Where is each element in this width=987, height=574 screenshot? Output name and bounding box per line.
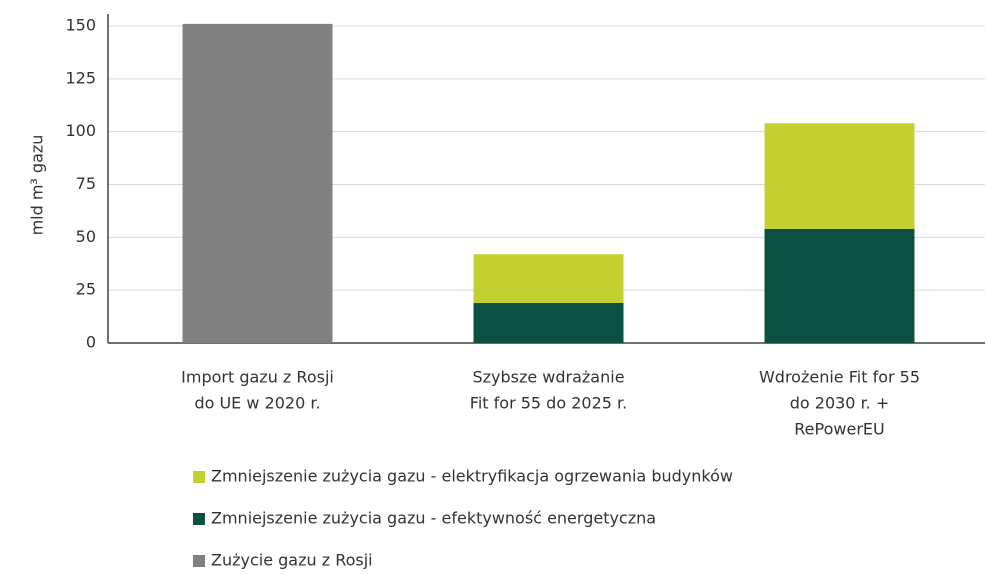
legend-swatch (193, 513, 205, 525)
y-tick-label: 0 (86, 333, 96, 352)
bar-segment (473, 302, 624, 343)
legend-label: Zmniejszenie zużycia gazu - efektywność … (211, 509, 656, 528)
x-tick-label: do UE w 2020 r. (194, 394, 320, 413)
y-tick-label: 50 (76, 227, 96, 246)
bar-segment (764, 228, 915, 343)
x-tick-label: RePowerEU (794, 420, 884, 439)
y-axis-label: mld m³ gazu (28, 135, 47, 236)
y-tick-label: 100 (65, 121, 96, 140)
x-tick-label: Szybsze wdrażanie (472, 368, 624, 387)
legend-label: Zużycie gazu z Rosji (211, 551, 373, 570)
bar-segment (473, 254, 624, 303)
bar-segment (182, 23, 333, 344)
legend-swatch (193, 471, 205, 483)
x-tick-label: Wdrożenie Fit for 55 (759, 368, 920, 387)
x-tick-label: Fit for 55 do 2025 r. (470, 394, 627, 413)
legend-swatch (193, 555, 205, 567)
legend-label: Zmniejszenie zużycia gazu - elektryfikac… (211, 467, 733, 486)
y-tick-label: 150 (65, 16, 96, 35)
x-tick-label: do 2030 r. + (790, 394, 890, 413)
bar-segment (764, 123, 915, 229)
y-tick-label: 25 (76, 280, 96, 299)
x-tick-label: Import gazu z Rosji (181, 368, 334, 387)
y-tick-label: 75 (76, 174, 96, 193)
y-tick-label: 125 (65, 68, 96, 87)
